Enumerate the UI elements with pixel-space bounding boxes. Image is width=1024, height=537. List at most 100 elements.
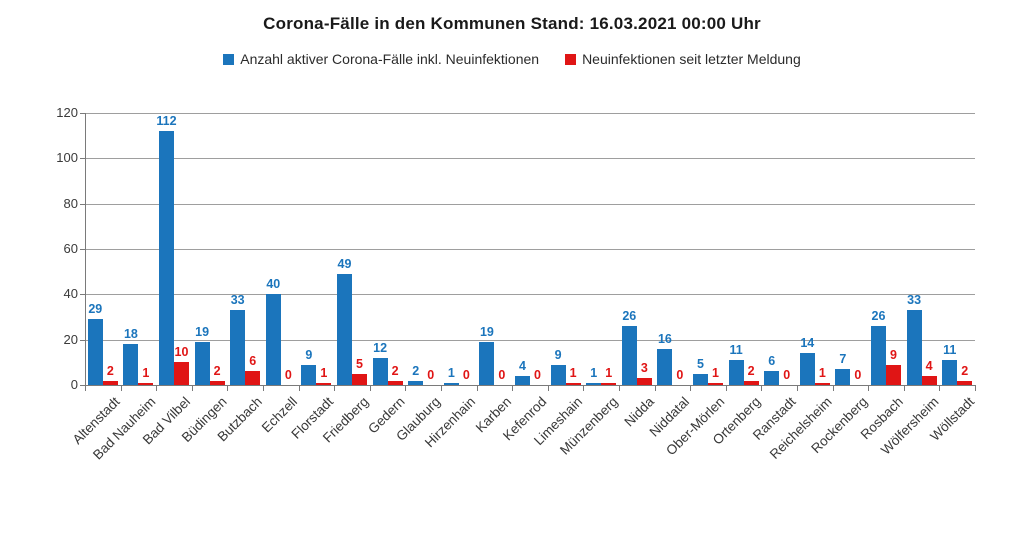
y-axis-tick xyxy=(80,203,85,205)
chart-title: Corona-Fälle in den Kommunen Stand: 16.0… xyxy=(263,14,761,33)
y-axis-label: 120 xyxy=(56,105,78,120)
legend-swatch-active-cases xyxy=(223,53,235,65)
active-cases-value: 40 xyxy=(266,277,281,292)
active-cases-bar xyxy=(942,360,958,385)
x-axis-tick xyxy=(334,386,336,391)
x-axis-tick xyxy=(227,386,229,391)
gridline xyxy=(85,249,975,250)
active-cases-bar xyxy=(337,273,352,385)
new-infections-value: 2 xyxy=(106,363,114,378)
new-infections-value: 0 xyxy=(284,368,292,382)
active-cases-value: 1 xyxy=(590,365,598,380)
active-cases-bar xyxy=(123,344,139,385)
new-infections-value: 10 xyxy=(174,345,189,360)
y-axis-tick xyxy=(80,158,85,160)
new-infections-value: 0 xyxy=(462,368,470,382)
new-infections-value: 3 xyxy=(640,361,648,376)
new-infections-bar xyxy=(387,380,403,385)
y-axis-label: 80 xyxy=(63,195,78,211)
active-cases-value: 26 xyxy=(622,309,637,324)
active-cases-bar xyxy=(159,131,174,385)
active-cases-value: 12 xyxy=(373,340,388,355)
new-infections-bar xyxy=(138,382,154,385)
new-infections-bar xyxy=(814,382,830,385)
new-infections-value: 1 xyxy=(142,365,150,380)
new-infections-value: 0 xyxy=(427,368,435,382)
new-infections-bar xyxy=(174,362,189,385)
new-infections-value: 1 xyxy=(320,365,328,380)
y-axis-tick xyxy=(80,249,85,250)
active-cases-value: 7 xyxy=(839,352,847,367)
active-cases-value: 11 xyxy=(943,343,957,358)
new-infections-value: 0 xyxy=(498,368,506,382)
x-axis-tick xyxy=(369,386,371,391)
y-axis-label: 100 xyxy=(56,150,78,166)
x-axis-tick xyxy=(619,386,620,391)
x-axis-tick xyxy=(547,386,549,391)
x-axis-tick xyxy=(797,386,798,391)
x-axis-tick xyxy=(690,386,692,391)
active-cases-value: 33 xyxy=(230,293,245,308)
active-cases-value: 19 xyxy=(479,324,494,339)
gridline xyxy=(85,339,975,341)
new-infections-value: 2 xyxy=(391,363,399,378)
active-cases-value: 18 xyxy=(123,327,138,342)
x-axis-tick xyxy=(975,386,976,391)
x-axis-tick xyxy=(298,386,300,391)
new-infections-value: 6 xyxy=(249,354,257,369)
new-infections-bar xyxy=(921,375,937,385)
new-infections-bar xyxy=(565,382,581,385)
gridline xyxy=(85,294,975,296)
active-cases-bar xyxy=(835,369,851,385)
x-axis-tick xyxy=(832,386,834,391)
x-axis-tick xyxy=(868,386,870,391)
active-cases-value: 26 xyxy=(871,309,886,324)
x-axis-tick xyxy=(725,386,727,391)
active-cases-value: 19 xyxy=(195,324,210,339)
active-cases-bar xyxy=(657,348,673,385)
active-cases-bar xyxy=(301,364,317,385)
y-axis-tick xyxy=(80,385,85,386)
active-cases-value: 5 xyxy=(697,356,704,371)
legend-item-new-infections: Neuinfektionen seit letzter Meldung xyxy=(565,51,801,67)
y-axis-tick xyxy=(80,113,85,114)
y-axis-label: 20 xyxy=(63,331,78,347)
x-axis-line xyxy=(85,385,976,386)
x-axis-tick xyxy=(761,386,763,391)
x-axis-tick xyxy=(191,386,193,391)
active-cases-bar xyxy=(586,382,602,385)
new-infections-value: 0 xyxy=(676,368,684,382)
active-cases-value: 11 xyxy=(729,343,743,358)
new-infections-value: 9 xyxy=(890,347,897,362)
x-axis-tick xyxy=(120,386,122,391)
legend-item-active-cases: Anzahl aktiver Corona-Fälle inkl. Neuinf… xyxy=(223,51,539,67)
active-cases-value: 4 xyxy=(519,358,526,373)
active-cases-bar xyxy=(799,353,815,385)
active-cases-bar xyxy=(515,375,530,385)
new-infections-bar xyxy=(601,382,617,385)
y-axis-line xyxy=(85,113,86,385)
x-axis-tick xyxy=(512,386,514,391)
new-infections-value: 1 xyxy=(569,365,577,380)
active-cases-bar xyxy=(728,360,744,385)
new-infections-bar xyxy=(102,380,118,385)
active-cases-value: 9 xyxy=(554,347,562,362)
new-infections-bar xyxy=(743,380,759,385)
active-cases-bar xyxy=(621,326,637,385)
new-infections-bar xyxy=(316,382,332,385)
active-cases-bar xyxy=(230,310,246,385)
gridline xyxy=(85,113,975,114)
y-axis-tick xyxy=(80,339,85,341)
gridline xyxy=(85,158,975,160)
active-cases-value: 6 xyxy=(768,354,776,369)
new-infections-bar xyxy=(245,371,261,385)
active-cases-bar xyxy=(693,373,708,385)
active-cases-value: 29 xyxy=(88,302,103,317)
x-axis-tick xyxy=(476,386,478,391)
active-cases-bar xyxy=(194,341,210,385)
active-cases-bar xyxy=(265,294,281,385)
gridline xyxy=(85,203,975,205)
new-infections-value: 4 xyxy=(925,358,933,373)
